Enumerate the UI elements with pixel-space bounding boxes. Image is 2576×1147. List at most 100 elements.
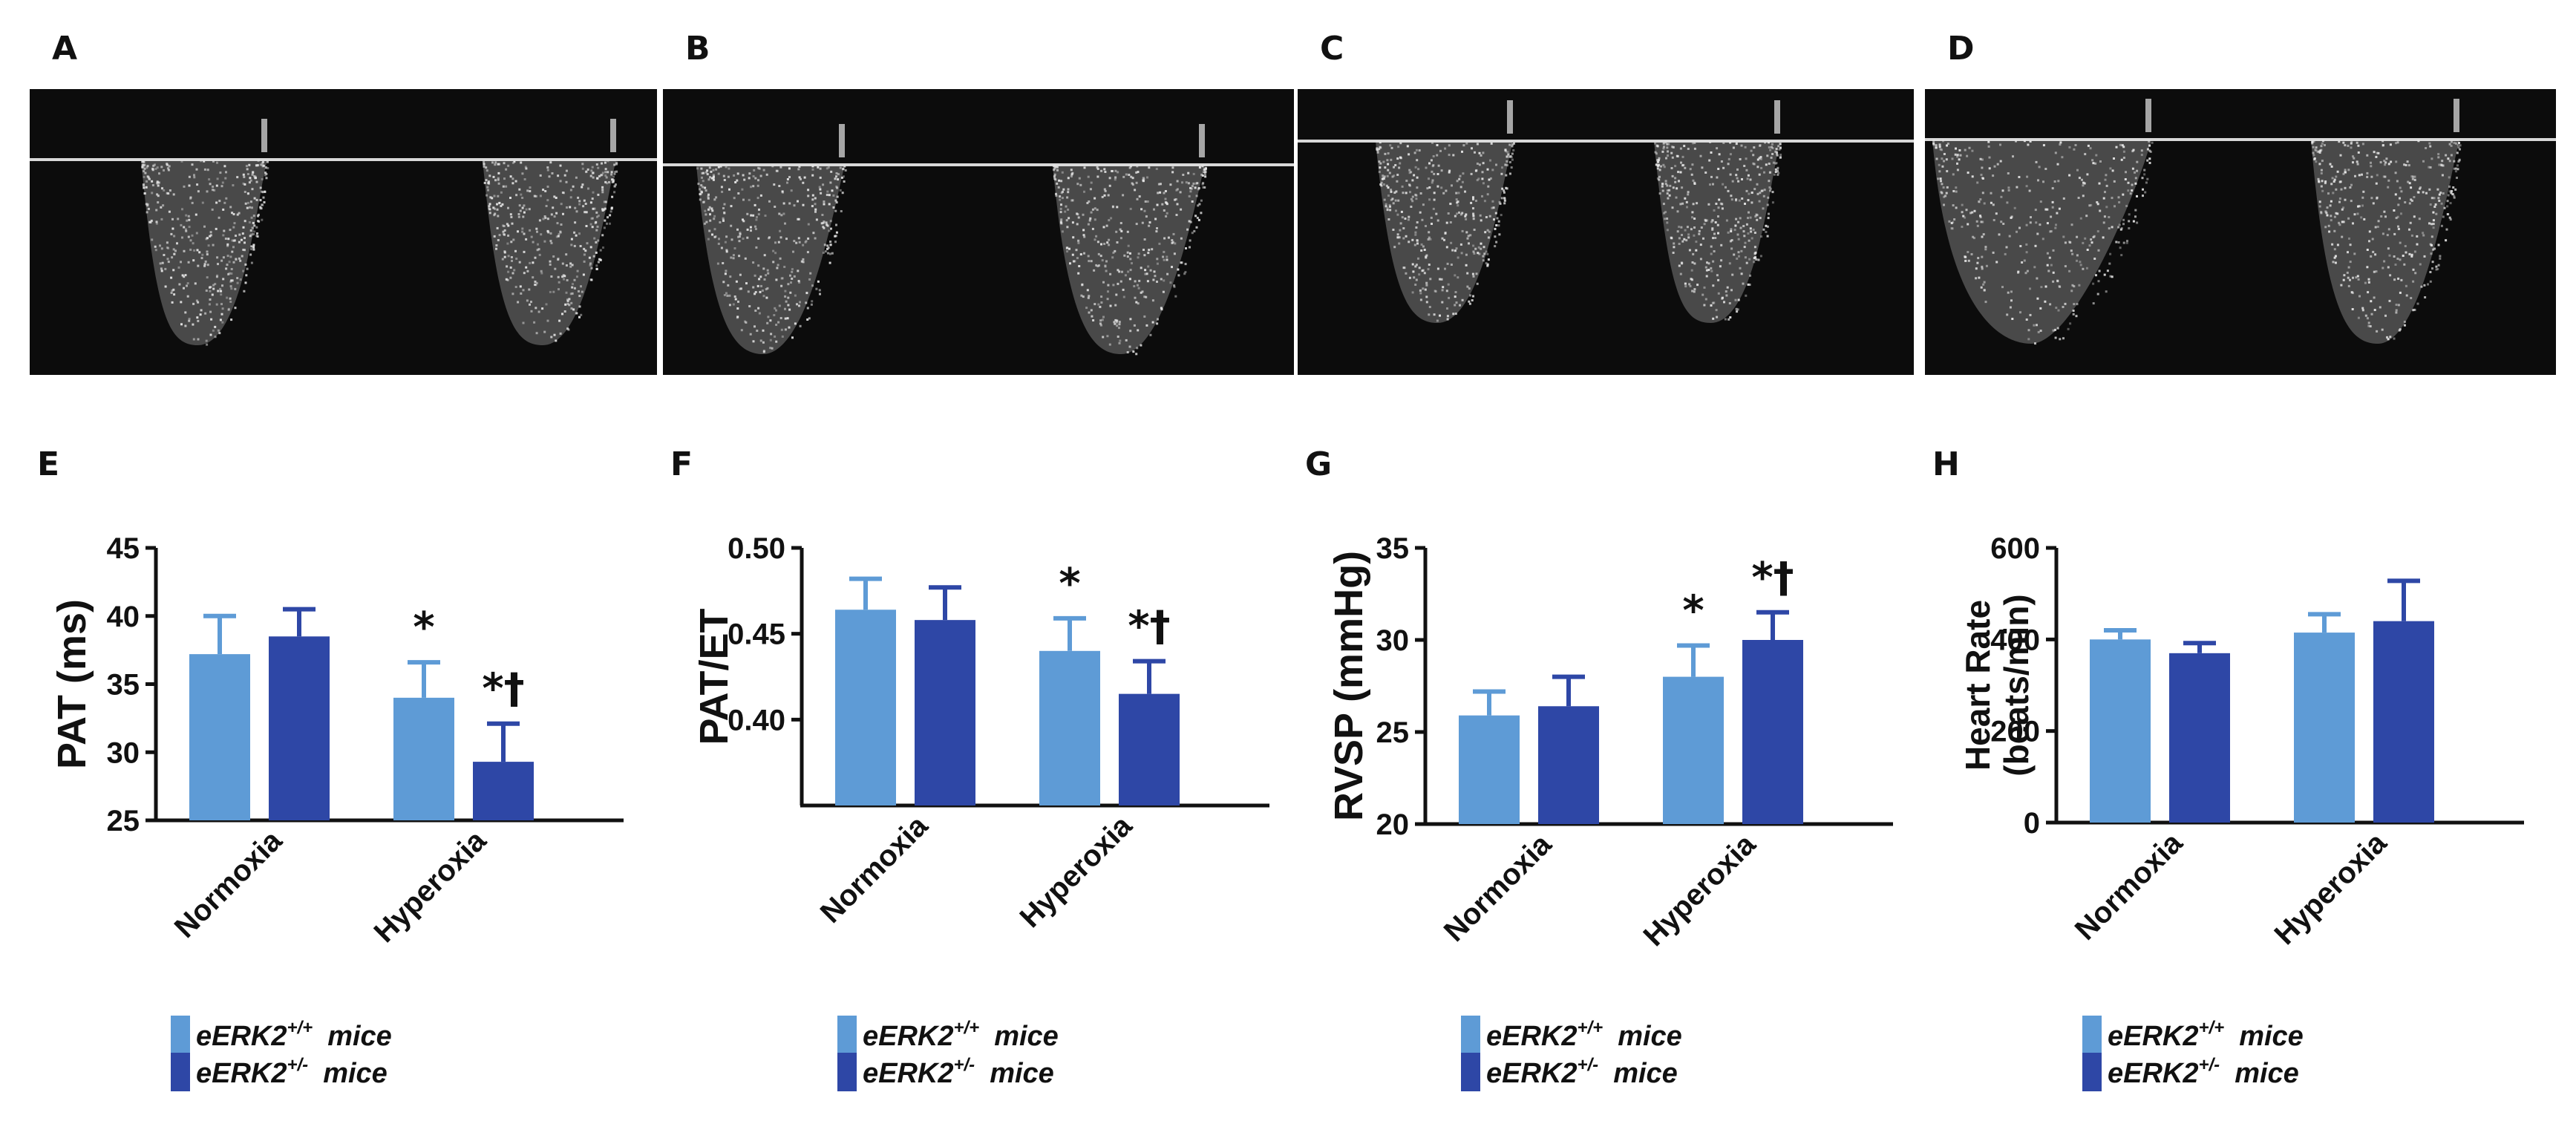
speckle bbox=[1436, 173, 1439, 175]
speckle bbox=[1200, 199, 1203, 202]
speckle bbox=[2338, 140, 2341, 143]
speckle bbox=[2387, 186, 2390, 189]
speckle bbox=[1742, 225, 1745, 227]
speckle bbox=[1717, 168, 1720, 170]
speckle bbox=[1696, 284, 1699, 287]
speckle bbox=[2459, 144, 2462, 147]
speckle bbox=[1090, 211, 1093, 214]
speckle bbox=[802, 181, 805, 184]
speckle bbox=[1472, 196, 1474, 199]
speckle bbox=[2318, 180, 2321, 183]
speckle bbox=[601, 209, 604, 212]
x-category-label: Normoxia bbox=[2069, 826, 2189, 947]
speckle bbox=[826, 190, 829, 193]
speckle bbox=[162, 204, 165, 207]
speckle bbox=[779, 166, 782, 169]
speckle bbox=[2148, 157, 2151, 160]
speckle bbox=[1693, 181, 1696, 184]
speckle bbox=[241, 232, 244, 235]
speckle bbox=[260, 190, 263, 193]
speckle bbox=[1164, 201, 1167, 204]
speckle bbox=[2428, 142, 2431, 145]
speckle bbox=[2454, 188, 2457, 191]
speckle bbox=[566, 206, 568, 209]
speckle bbox=[1664, 141, 1667, 144]
speckle bbox=[1736, 310, 1739, 313]
speckle bbox=[495, 244, 498, 246]
speckle bbox=[1459, 213, 1462, 216]
speckle bbox=[1750, 192, 1753, 194]
speckle bbox=[1730, 228, 1733, 231]
speckle bbox=[2068, 146, 2071, 148]
speckle bbox=[2449, 202, 2452, 205]
speckle bbox=[1493, 218, 1495, 221]
speckle bbox=[1776, 166, 1779, 169]
speckle bbox=[596, 215, 598, 218]
speckle bbox=[1393, 166, 1395, 169]
speckle bbox=[1425, 254, 1428, 257]
speckle bbox=[511, 162, 514, 164]
speckle bbox=[1071, 221, 1074, 224]
speckle bbox=[546, 218, 549, 220]
speckle bbox=[180, 301, 183, 304]
speckle bbox=[2311, 142, 2314, 145]
speckle bbox=[521, 172, 524, 175]
speckle bbox=[1766, 235, 1769, 238]
speckle bbox=[1425, 281, 1428, 284]
speckle bbox=[2034, 342, 2036, 345]
speckle bbox=[768, 236, 771, 239]
speckle bbox=[788, 167, 791, 170]
speckle bbox=[530, 235, 533, 238]
speckle bbox=[1661, 183, 1664, 186]
speckle bbox=[769, 339, 772, 342]
speckle bbox=[1506, 164, 1508, 167]
speckle bbox=[808, 317, 811, 320]
speckle bbox=[1416, 159, 1419, 162]
speckle bbox=[727, 175, 730, 178]
speckle bbox=[580, 285, 582, 288]
speckle bbox=[2454, 170, 2457, 173]
speckle bbox=[266, 160, 269, 163]
speckle bbox=[1160, 183, 1162, 186]
speckle bbox=[211, 208, 214, 211]
speckle bbox=[152, 164, 155, 167]
speckle bbox=[1720, 259, 1723, 262]
speckle bbox=[2418, 218, 2421, 220]
speckle bbox=[2029, 313, 2032, 316]
speckle bbox=[1203, 186, 1206, 189]
speckle bbox=[1417, 168, 1420, 171]
speckle bbox=[209, 234, 212, 237]
speckle bbox=[1771, 146, 1773, 148]
speckle bbox=[797, 237, 800, 240]
speckle bbox=[728, 167, 730, 170]
speckle bbox=[586, 168, 589, 171]
speckle bbox=[1504, 163, 1507, 166]
speckle bbox=[566, 298, 569, 301]
speckle bbox=[219, 287, 222, 290]
speckle bbox=[1440, 186, 1443, 189]
speckle bbox=[236, 176, 239, 179]
speckle bbox=[2367, 321, 2370, 324]
speckle bbox=[2381, 328, 2384, 331]
speckle bbox=[818, 289, 821, 292]
speckle bbox=[1387, 169, 1390, 171]
speckle bbox=[546, 169, 549, 171]
speckle bbox=[793, 204, 796, 207]
speckle bbox=[736, 307, 739, 310]
speckle bbox=[523, 178, 526, 180]
speckle bbox=[2312, 140, 2315, 143]
speckle bbox=[758, 208, 760, 211]
speckle bbox=[775, 340, 778, 343]
speckle bbox=[1140, 208, 1143, 211]
speckle bbox=[2344, 186, 2347, 189]
speckle bbox=[2430, 223, 2433, 226]
speckle bbox=[798, 241, 801, 244]
speckle bbox=[246, 168, 249, 171]
significance-marker: * bbox=[1059, 560, 1080, 608]
speckle bbox=[1067, 177, 1070, 180]
speckle bbox=[1203, 169, 1206, 171]
speckle bbox=[523, 204, 526, 207]
speckle bbox=[1474, 151, 1476, 154]
speckle bbox=[2111, 226, 2114, 229]
speckle bbox=[2324, 180, 2327, 183]
